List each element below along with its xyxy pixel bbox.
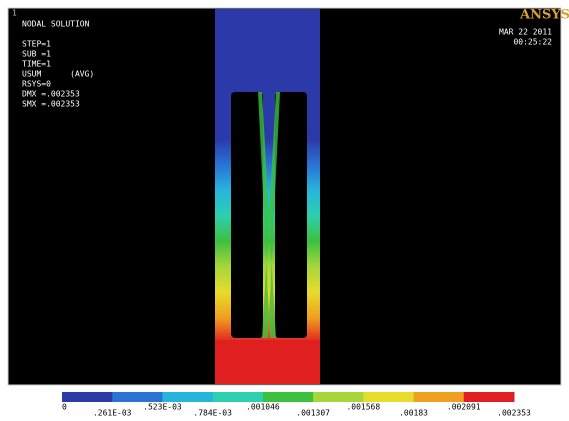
legend-label: .002091 bbox=[447, 403, 481, 412]
info-line: RSYS=0 bbox=[22, 80, 51, 89]
legend-label: .784E-03 bbox=[193, 409, 232, 418]
top-block bbox=[215, 9, 320, 91]
legend-label: .261E-03 bbox=[93, 409, 132, 418]
legend-swatch bbox=[112, 392, 163, 402]
slot bbox=[275, 92, 307, 338]
info-line: SUB =1 bbox=[22, 50, 51, 59]
legend-label: .001307 bbox=[296, 409, 330, 418]
time: 00:25:22 bbox=[513, 38, 552, 47]
info-line: TIME=1 bbox=[22, 60, 51, 69]
logo: ANSYS bbox=[519, 8, 569, 23]
legend-swatch bbox=[212, 392, 264, 402]
legend-label: .001568 bbox=[346, 403, 380, 412]
info-line: USUM (AVG) bbox=[22, 70, 94, 79]
legend-swatch bbox=[262, 392, 314, 402]
legend-label: 0 bbox=[62, 403, 67, 412]
info-title: NODAL SOLUTION bbox=[22, 20, 90, 29]
info-line: STEP=1 bbox=[22, 40, 51, 49]
legend-label: .00183 bbox=[399, 409, 428, 418]
info-line: DMX =.002353 bbox=[22, 90, 80, 99]
legend-label: .523E-03 bbox=[143, 403, 182, 412]
slot bbox=[231, 92, 263, 338]
cross-member bbox=[258, 92, 280, 338]
legend-swatch bbox=[313, 392, 364, 402]
legend-swatch bbox=[363, 392, 415, 402]
legend-swatch bbox=[463, 392, 515, 402]
legend-label: .002353 bbox=[497, 409, 531, 418]
legend-swatch bbox=[413, 392, 465, 402]
date: MAR 22 2011 bbox=[499, 28, 552, 37]
legend-swatch bbox=[62, 392, 113, 402]
legend-label: .001046 bbox=[246, 403, 280, 412]
bottom-block bbox=[215, 340, 320, 384]
window-number: 1 bbox=[12, 9, 17, 18]
info-line: SMX =.002353 bbox=[22, 100, 80, 109]
legend-swatch bbox=[162, 392, 214, 402]
